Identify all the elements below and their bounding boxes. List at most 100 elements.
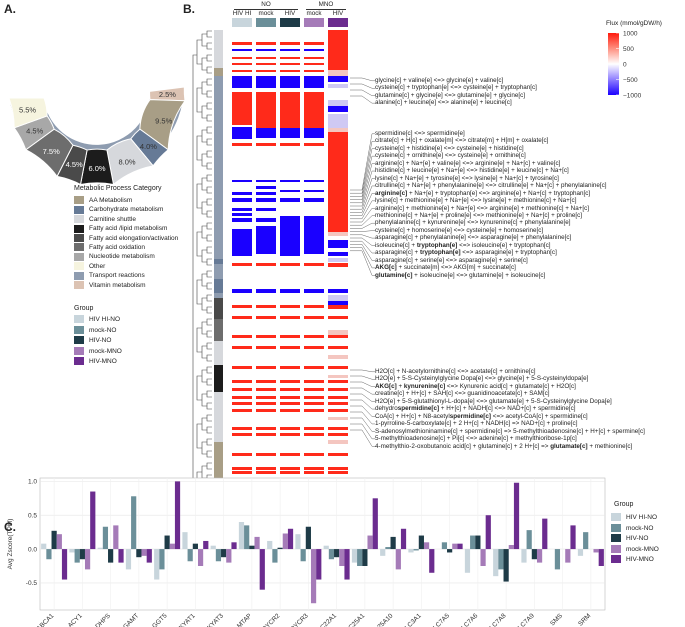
heatmap-cell [304, 92, 324, 128]
dendrogram-branch [201, 417, 207, 431]
pie-slice-label: 5.5% [19, 106, 36, 115]
reaction-label: cysteine[c] + homoserine[e] <=> cysteine… [375, 226, 544, 234]
reaction-leader-line [350, 240, 375, 254]
heatmap-cell [304, 380, 324, 383]
heatmap-cell [256, 366, 276, 369]
legend-item-fatty-acid-oxidation: Fatty acid oxidation [74, 243, 178, 252]
row-dendrogram [192, 30, 212, 506]
bar-mock-no-srm [583, 532, 589, 550]
bar-hiv-no-slc7a5 [447, 549, 453, 553]
bar-hiv-hi-no-srm [577, 549, 584, 556]
dendrogram-branch [206, 390, 212, 398]
colorbar-tick-label: 500 [623, 46, 634, 53]
bar-hiv-hi-no-slc3a1 [408, 549, 414, 553]
pie-slice-label: 4.5% [66, 160, 83, 169]
heatmap-cell [232, 289, 252, 293]
dendrogram-branch [206, 414, 212, 422]
dendrogram-branch [206, 150, 212, 158]
heatmap-cell [232, 92, 252, 105]
heatmap-cell [256, 453, 276, 456]
reaction-leader-line [350, 222, 375, 229]
reaction-leader-line [350, 95, 375, 104]
bar-mock-mno-sms [565, 549, 571, 563]
reaction-leader-line [350, 83, 375, 89]
panel-c-label: C. [4, 520, 16, 534]
bar-hiv-hi-no-dhps [97, 547, 103, 550]
bar-mock-no-dhps [102, 526, 109, 550]
heatmap-cell [328, 316, 348, 319]
heatmap-cell [280, 453, 300, 456]
reaction-leader-line [350, 399, 375, 410]
heatmap-cell [232, 388, 252, 391]
y-axis-label: Avg Zscore(TPM) [7, 519, 14, 570]
legend-item-mock-no: mock-NO [611, 523, 659, 535]
heatmap-cell [232, 143, 252, 146]
reaction-label: lysine[c] + Na+[e] + tyrosine[e] <=> lys… [375, 174, 559, 182]
heatmap-cell [304, 70, 324, 72]
legend-swatch [74, 315, 84, 324]
x-tick-label: SLC22A1 [313, 612, 338, 627]
dendrogram-branch [206, 54, 212, 62]
heatmap-cell [328, 114, 348, 128]
reaction-leader-line [350, 155, 375, 200]
bar-hiv-mno-slc7a6 [485, 515, 491, 550]
heatmap-cell [256, 63, 276, 65]
bar-hiv-no-slc7a8 [503, 549, 509, 582]
legend-swatch [74, 346, 84, 355]
legend-swatch [74, 215, 84, 224]
reaction-label: lysine[c] + methionine[e] + Na+[e] <=> l… [375, 197, 577, 205]
reaction-leader-line [350, 163, 375, 204]
heatmap-cell [280, 289, 300, 293]
heatmap-cell [232, 42, 252, 45]
heatmap-cell [280, 396, 300, 399]
dendrogram-branch [201, 33, 207, 47]
y-tick-label: -0.5 [26, 580, 38, 587]
x-tick-label: ABCA1 [36, 612, 56, 627]
heatmap-cell [328, 136, 348, 232]
legend-label: HIV HI-NO [89, 316, 121, 323]
dendrogram-branch [201, 81, 207, 95]
heatmap-cell [256, 143, 276, 146]
pie-slice-other [8, 97, 48, 129]
bar-hiv-mno-abca1 [61, 549, 68, 580]
heatmap-cell [280, 63, 300, 65]
legend-swatch [74, 336, 84, 345]
heatmap-cell [256, 388, 276, 391]
dendrogram-branch [201, 441, 207, 455]
reaction-label: H2O[c] + N-acetylornithine[c] <=> acetat… [375, 368, 536, 375]
reaction-leader-line [350, 381, 375, 387]
legend-item-vitamin-metabolism: Vitamin metabolism [74, 280, 178, 290]
heatmap-cell [256, 180, 276, 182]
reaction-leader-line [350, 193, 375, 216]
heatmap-cell [280, 427, 300, 430]
row-category-annotation [214, 30, 223, 512]
column-label-mno-hiv: HIV [332, 10, 344, 17]
reaction-leader-line [350, 141, 375, 194]
legend-item-other: Other [74, 262, 178, 271]
bar-mock-mno-mtap [254, 536, 260, 550]
legend-label: Transport reactions [89, 272, 145, 280]
row-annotation-carnitine-shuttle [214, 365, 223, 392]
bar-hiv-no-pycr2 [277, 547, 283, 550]
pie-slice-label: 4.0% [140, 142, 157, 151]
heatmap-cell [232, 208, 252, 211]
reaction-leader-line [350, 148, 375, 197]
heatmap-cell [232, 192, 252, 195]
category-legend-title: Metabolic Process Category [74, 185, 162, 192]
heatmap-cell [232, 105, 252, 117]
y-tick-label: 0.5 [28, 513, 37, 520]
heatmap-cell [232, 335, 252, 338]
legend-label: mock-MNO [89, 347, 122, 355]
legend-swatch [74, 243, 84, 252]
bar-hiv-no-kyat3 [221, 549, 227, 558]
bar-mock-mno-pycr2 [282, 533, 288, 550]
dendrogram-branch [206, 462, 212, 470]
dendrogram-branch [206, 258, 212, 266]
reaction-leader-line [350, 178, 375, 210]
heatmap-cell [304, 190, 324, 192]
reaction-leader-line [350, 77, 375, 82]
heatmap-cell [328, 467, 348, 470]
heatmap-cell [256, 427, 276, 430]
dendrogram-branch [201, 153, 207, 167]
column-group-label-no: NO [261, 1, 271, 8]
